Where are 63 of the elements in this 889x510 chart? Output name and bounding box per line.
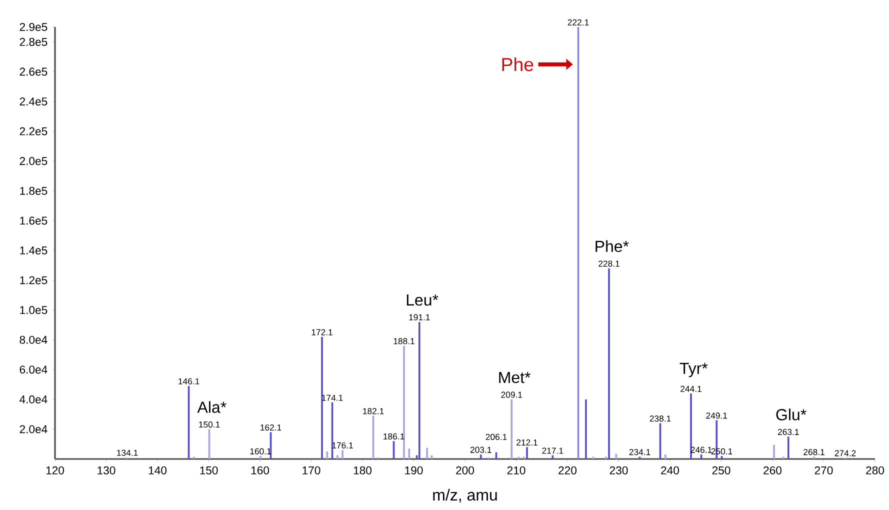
x-axis-title: m/z, amu bbox=[433, 488, 497, 503]
x-tick-label: 250 bbox=[712, 466, 730, 474]
y-tick-label: 2.8e5 bbox=[20, 38, 48, 46]
y-tick-label: 1.2e5 bbox=[20, 276, 48, 284]
annotation: 134.1 bbox=[117, 450, 138, 456]
annotation: 146.1 bbox=[178, 378, 200, 384]
x-tick-label: 270 bbox=[814, 466, 833, 474]
annotation: 150.1 bbox=[199, 421, 220, 428]
y-tick-label: 2.2e5 bbox=[20, 127, 48, 136]
annotation: 274.2 bbox=[834, 450, 856, 456]
annotation: 191.1 bbox=[409, 314, 430, 320]
x-tick-label: 190 bbox=[405, 466, 423, 474]
x-tick-label: 180 bbox=[354, 466, 372, 474]
y-tick-label: 2.0e4 bbox=[20, 425, 48, 434]
annotation: 203.1 bbox=[470, 446, 492, 453]
annotation: Tyr* bbox=[680, 362, 708, 378]
y-tick-label: 2.4e5 bbox=[20, 97, 48, 106]
x-tick-label: 150 bbox=[200, 466, 218, 474]
annotation: Glu* bbox=[776, 408, 806, 420]
annotation: 212.1 bbox=[516, 439, 538, 446]
x-tick-label: 260 bbox=[764, 466, 782, 474]
annotation: 238.1 bbox=[650, 416, 671, 422]
annotation: 206.1 bbox=[486, 434, 507, 440]
annotation: 234.1 bbox=[629, 449, 650, 456]
annotation: 162.1 bbox=[260, 424, 282, 431]
annotation: 244.1 bbox=[680, 386, 702, 392]
x-tick-label: 200 bbox=[456, 466, 474, 474]
y-tick-label: 6.0e4 bbox=[20, 366, 48, 374]
y-tick-label: 2.9e5 bbox=[20, 22, 48, 31]
annotation: 217.1 bbox=[542, 448, 564, 454]
annotation: Ala* bbox=[197, 401, 226, 413]
x-tick-label: 220 bbox=[558, 466, 577, 474]
x-tick-label: 140 bbox=[148, 466, 167, 474]
annotation: 228.1 bbox=[598, 260, 620, 267]
y-tick-label: 1.8e5 bbox=[20, 186, 48, 195]
annotation: Phe bbox=[502, 57, 534, 72]
annotation: Phe* bbox=[596, 240, 629, 252]
y-tick-label: 4.0e4 bbox=[20, 395, 48, 404]
x-tick-label: 240 bbox=[661, 466, 680, 474]
x-tick-label: 130 bbox=[98, 466, 116, 474]
y-tick-label: 2.6e5 bbox=[20, 68, 48, 76]
annotation: 188.1 bbox=[394, 338, 414, 344]
annotation: 268.1 bbox=[804, 449, 824, 456]
x-tick-label: 120 bbox=[46, 466, 64, 474]
x-tick-label: 210 bbox=[507, 466, 526, 474]
annotation: 209.1 bbox=[501, 392, 522, 398]
x-tick-label: 170 bbox=[302, 466, 320, 474]
annotation: 172.1 bbox=[312, 329, 332, 336]
x-tick-label: 160 bbox=[251, 466, 270, 474]
x-tick-label: 280 bbox=[866, 466, 884, 474]
y-tick-label: 2.0e5 bbox=[20, 157, 48, 166]
x-tick-label: 230 bbox=[610, 466, 628, 474]
y-tick-label: 1.6e5 bbox=[20, 216, 48, 225]
annotation: 186.1 bbox=[384, 433, 404, 440]
y-tick-label: 1.0e5 bbox=[20, 306, 48, 314]
annotation: Leu* bbox=[406, 294, 438, 306]
annotation: Met* bbox=[499, 372, 531, 384]
annotation: 182.1 bbox=[363, 408, 384, 414]
y-tick-label: 1.4e5 bbox=[20, 246, 48, 254]
y-tick-label: 8.0e4 bbox=[20, 336, 48, 344]
annotation: 263.1 bbox=[778, 428, 799, 436]
annotation: 249.1 bbox=[706, 412, 728, 419]
annotation: 222.1 bbox=[568, 19, 589, 26]
